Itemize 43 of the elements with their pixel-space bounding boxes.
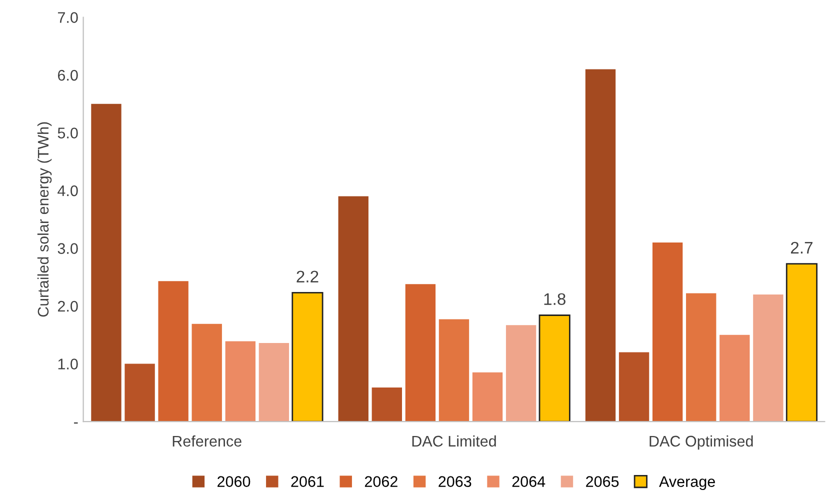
- bar: [91, 104, 122, 422]
- bar: [158, 281, 188, 422]
- bar: [225, 341, 256, 422]
- y-tick-label: 5.0: [58, 128, 78, 138]
- x-tick-label: DAC Optimised: [650, 435, 753, 450]
- bar: [786, 263, 818, 422]
- x-tick-label: Reference: [172, 435, 242, 447]
- y-axis-title: Curtailed solar energy (TWh): [37, 122, 52, 317]
- y-tick-label: 1.0: [58, 358, 78, 370]
- y-tick-label: 2.0: [58, 300, 78, 312]
- bar: [405, 284, 436, 422]
- y-tick-label: 7.0: [58, 12, 78, 23]
- legend-label: Average: [659, 476, 715, 490]
- y-tick-label: 4.0: [58, 185, 78, 196]
- data-label: 2.7: [790, 242, 812, 254]
- bar: [585, 69, 616, 422]
- bar: [258, 342, 290, 422]
- bar: [372, 387, 402, 422]
- legend-label: 2060: [218, 476, 250, 487]
- bar: [720, 334, 750, 422]
- bar: [192, 324, 222, 422]
- bar: [753, 294, 784, 422]
- data-label: 1.8: [544, 293, 566, 306]
- bar: [472, 372, 503, 422]
- bar: [506, 325, 536, 422]
- bar: [652, 242, 683, 422]
- bar: [538, 314, 570, 422]
- bar: [338, 196, 368, 422]
- y-tick-label: 3.0: [58, 243, 78, 254]
- bar: [124, 364, 155, 422]
- bar: [438, 319, 470, 422]
- legend-label: 2061: [291, 476, 324, 487]
- bar: [686, 293, 716, 422]
- legend-label: 2064: [512, 476, 546, 487]
- legend-label: 2062: [364, 476, 398, 487]
- x-tick-label: DAC Limited: [412, 435, 496, 447]
- bar: [292, 292, 324, 422]
- legend-label: 2065: [586, 476, 619, 487]
- bar: [618, 352, 650, 422]
- legend-label: 2063: [438, 476, 472, 487]
- y-tick-label: 6.0: [58, 70, 78, 81]
- data-label: 2.2: [296, 270, 318, 282]
- y-tick-label: -: [74, 422, 78, 424]
